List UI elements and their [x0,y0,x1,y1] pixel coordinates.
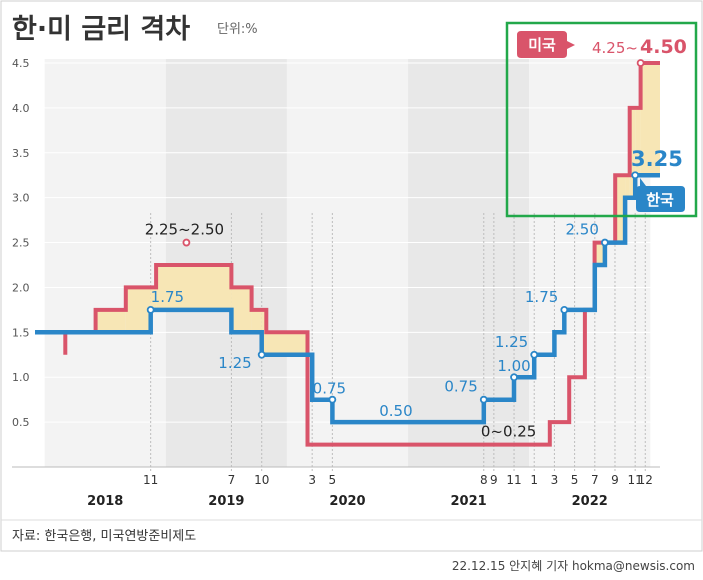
us-tag: 미국 [517,31,575,58]
gap-fill [625,175,630,198]
series-line-us [63,61,660,447]
x-tick-label: 9 [611,473,619,487]
data-label: 2.25~2.50 [145,221,224,239]
data-point [636,59,645,67]
x-tick-label: 8 [480,473,488,487]
gap-fill [231,287,252,333]
x-tick-label: 12 [638,473,653,487]
data-point [631,171,640,180]
y-tick-label: 4.5 [12,57,30,70]
data-label: 0~0.25 [481,423,537,441]
y-tick-label: 3.5 [12,147,30,160]
x-tick-label: 1 [530,473,538,487]
data-point [479,395,488,404]
year-label: 2020 [329,494,365,509]
gap-fill [251,309,262,333]
year-band-2018 [44,59,166,467]
x-tick-label: 7 [591,473,599,487]
data-point [600,238,609,247]
highlight-box [505,21,698,218]
x-tick-label: 9 [490,473,498,487]
year-label: 2018 [87,494,123,509]
gap-fill [594,242,605,265]
y-tick-label: 1.5 [12,326,30,339]
data-label: 1.00 [497,357,530,375]
x-tick-label: 5 [329,473,337,487]
x-tick-label: 11 [143,473,158,487]
y-tick-label: 4.0 [12,102,30,115]
us-tag-label: 미국 [528,36,556,54]
gap-fill [156,265,232,310]
gap-fill [125,287,151,333]
data-label: 2.50 [565,221,598,239]
gap-fill [629,107,636,198]
x-tick-label: 3 [551,473,559,487]
data-label: 1.25 [495,333,528,351]
data-point [146,305,155,314]
data-point [182,238,191,247]
data-label: 0.75 [313,380,346,398]
x-tick-label: 11 [506,473,521,487]
x-tick-label: 5 [571,473,579,487]
gap-fill [261,309,267,355]
data-label: 1.75 [525,288,558,306]
data-point [328,395,337,404]
data-label: 0.50 [379,402,412,420]
gap-fill [150,287,157,310]
credit: 22.12.15 안지혜 기자 hokma@newsis.com [452,559,695,573]
x-tick-label: 7 [228,473,236,487]
data-label: 1.75 [151,288,184,306]
chart-title: 한·미 금리 격차 [12,14,190,45]
x-tick-label: 3 [308,473,316,487]
gap-fill [635,107,641,176]
gap-fill [615,175,626,243]
x-tick-label: 10 [254,473,269,487]
y-tick-label: 3.0 [12,192,30,205]
kr-tag-label: 한국 [646,191,674,209]
year-label: 2022 [572,494,608,509]
x-tick-label: 11 [628,473,643,487]
data-point [530,350,539,359]
us-range-low: 4.25~ [592,39,638,57]
data-label: 0.75 [444,378,477,396]
year-label: 2019 [208,494,244,509]
source-note: 자료: 한국은행, 미국연방준비제도 [12,528,196,544]
data-point [560,305,569,314]
y-tick-label: 1.0 [12,371,30,384]
chart-unit: 단위:% [217,22,258,37]
gap-fill [640,63,660,176]
y-tick-label: 2.5 [12,237,30,250]
kr-value: 3.25 [631,147,683,171]
kr-tag: 한국 [636,178,685,212]
year-band-2021 [408,59,530,467]
data-point [510,373,518,382]
y-tick-label: 2.0 [12,281,30,294]
y-tick-label: 0.5 [12,416,30,429]
data-label: 1.25 [218,354,251,372]
gap-fill [95,309,126,333]
gap-fill [266,332,308,355]
year-label: 2021 [451,494,487,509]
us-range-high: 4.50 [640,36,687,58]
data-point [257,350,266,359]
